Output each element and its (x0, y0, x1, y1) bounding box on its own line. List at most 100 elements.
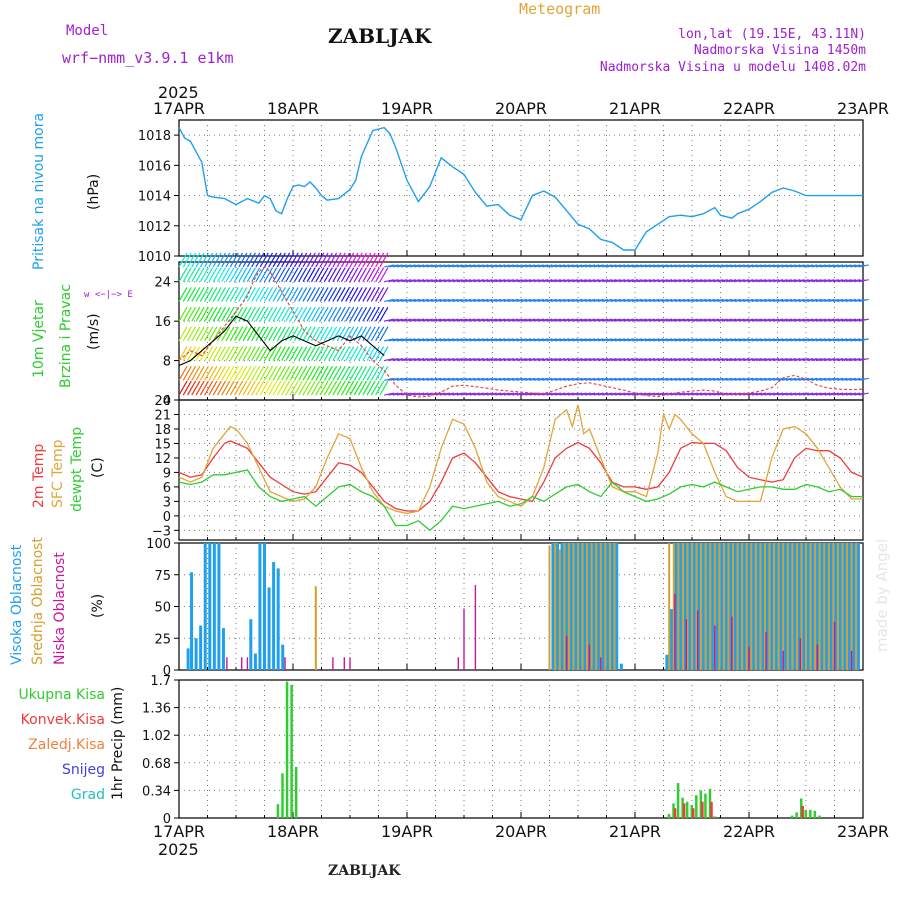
wind-barb (747, 318, 758, 322)
wind-barb (456, 338, 467, 342)
wind-barb (242, 380, 252, 396)
wind-barb (426, 298, 438, 303)
wind-barb (319, 267, 329, 283)
cloud-bar-1 (768, 543, 771, 670)
wind-barb (422, 377, 433, 381)
wind-barb (281, 306, 291, 322)
wind-barb (546, 357, 557, 362)
cloud-bar-1 (722, 543, 725, 670)
wind-barb (614, 318, 626, 322)
wind-barb (828, 357, 839, 362)
wind-title-1: 10m Vjetar (31, 300, 47, 378)
wind-barb (448, 357, 459, 362)
wind-barb (495, 392, 506, 396)
wind-barb (259, 287, 269, 302)
wind-barb (529, 318, 540, 322)
wind-compass: w <−|−> E (84, 290, 133, 300)
wind-barb (512, 298, 523, 303)
wind-barb (717, 298, 728, 303)
wind-barb (191, 267, 201, 283)
y-tick-label: 3 (163, 495, 171, 510)
wind-barb (259, 267, 269, 283)
wind-barb (738, 318, 750, 322)
wind-barb (323, 380, 333, 396)
wind-barb (452, 338, 463, 342)
wind-barb (687, 298, 698, 303)
wind-barb (666, 279, 677, 283)
wind-barb (370, 306, 380, 322)
wind-barb (418, 392, 429, 396)
wind-barb (422, 357, 433, 362)
wind-barb (807, 377, 818, 381)
wind-barb (520, 279, 532, 283)
wind-barb (563, 377, 574, 381)
wind-barb (358, 365, 368, 381)
wind-barb (606, 392, 617, 396)
cloud-bar-0 (217, 543, 221, 670)
wind-barb (182, 326, 192, 342)
wind-barb (563, 318, 574, 322)
wind-barb (747, 279, 758, 283)
wind-barb (353, 380, 363, 396)
x-tick-label-top: 19APR (381, 99, 433, 118)
wind-barb (465, 318, 476, 322)
wind-barb (499, 338, 510, 342)
wind-barb (602, 392, 613, 396)
cloud-bar-0 (720, 543, 724, 670)
wind-barb (666, 264, 677, 268)
wind-barb (340, 326, 350, 342)
wind-barb (537, 357, 549, 362)
wind-barb (332, 267, 342, 283)
wind-barb (811, 298, 822, 303)
wind-barb (251, 306, 261, 322)
wind-barb (435, 392, 446, 396)
wind-barb (465, 338, 476, 342)
wind-barb (396, 338, 408, 342)
wind-barb (431, 298, 442, 303)
wind-barb (743, 279, 754, 283)
wind-barb (610, 338, 621, 342)
wind-barb (234, 287, 244, 302)
wind-barb (619, 264, 630, 268)
wind-barb (696, 357, 707, 362)
cloud-bar-0 (834, 543, 838, 670)
model-altitude-label: Nadmorska Visina u modelu 1408.02m (600, 60, 866, 75)
wind-barb (743, 338, 754, 342)
wind-barb (362, 306, 372, 322)
wind-barb (845, 298, 857, 303)
wind-barb (533, 264, 544, 268)
wind-barb (195, 267, 205, 283)
wind-barb (756, 298, 767, 303)
wind-barb (820, 264, 831, 268)
wind-barb (576, 298, 587, 303)
wind-barb (589, 377, 600, 381)
wind-barb (640, 357, 651, 362)
cloud-bar-1 (718, 543, 721, 670)
wind-barb (238, 326, 248, 342)
wind-barb (448, 377, 459, 381)
y-tick-label: 6 (163, 481, 171, 496)
wind-barb (674, 377, 686, 381)
wind-barb (486, 338, 497, 342)
wind-barb (529, 279, 540, 283)
wind-barb (298, 287, 308, 302)
wind-barb (195, 252, 205, 268)
wind-barb (777, 264, 788, 268)
wind-barb (315, 287, 325, 302)
wind-barb (409, 338, 420, 342)
wind-barb (708, 357, 720, 362)
wind-barb (572, 357, 583, 362)
wind-barb (585, 279, 596, 283)
wind-barb (435, 318, 446, 322)
wind-barb (837, 279, 848, 283)
wind-barb (452, 264, 463, 268)
wind-barb (516, 338, 527, 342)
wind-barb (734, 318, 745, 322)
wind-barb (439, 377, 450, 381)
wind-barb (632, 338, 643, 342)
wind-barb (738, 338, 750, 342)
wind-barb (550, 298, 562, 303)
temp-line-2 (178, 469, 863, 532)
wind-barb (281, 346, 291, 361)
wind-barb (858, 338, 869, 342)
